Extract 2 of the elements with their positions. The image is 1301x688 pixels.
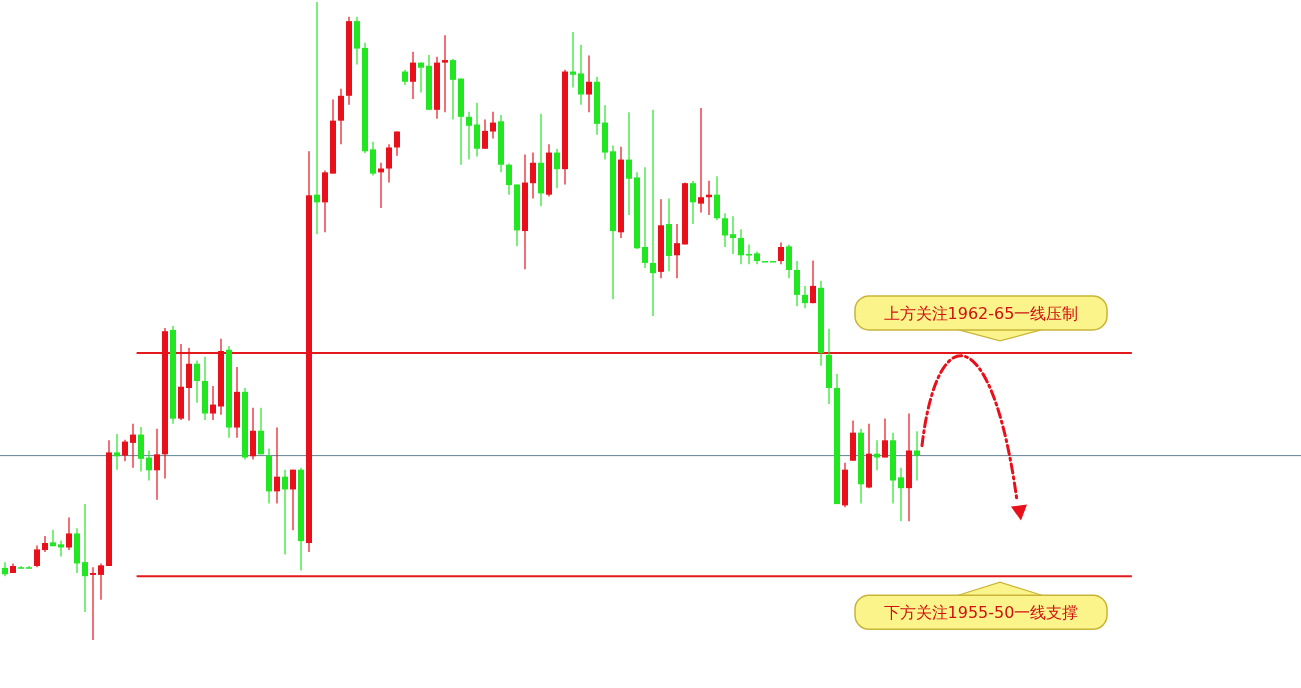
ref-line-label: 下方关注1955-50一线支撑 (883, 603, 1079, 623)
ref-line-label: 上方关注1962-65一线压制 (883, 303, 1079, 323)
